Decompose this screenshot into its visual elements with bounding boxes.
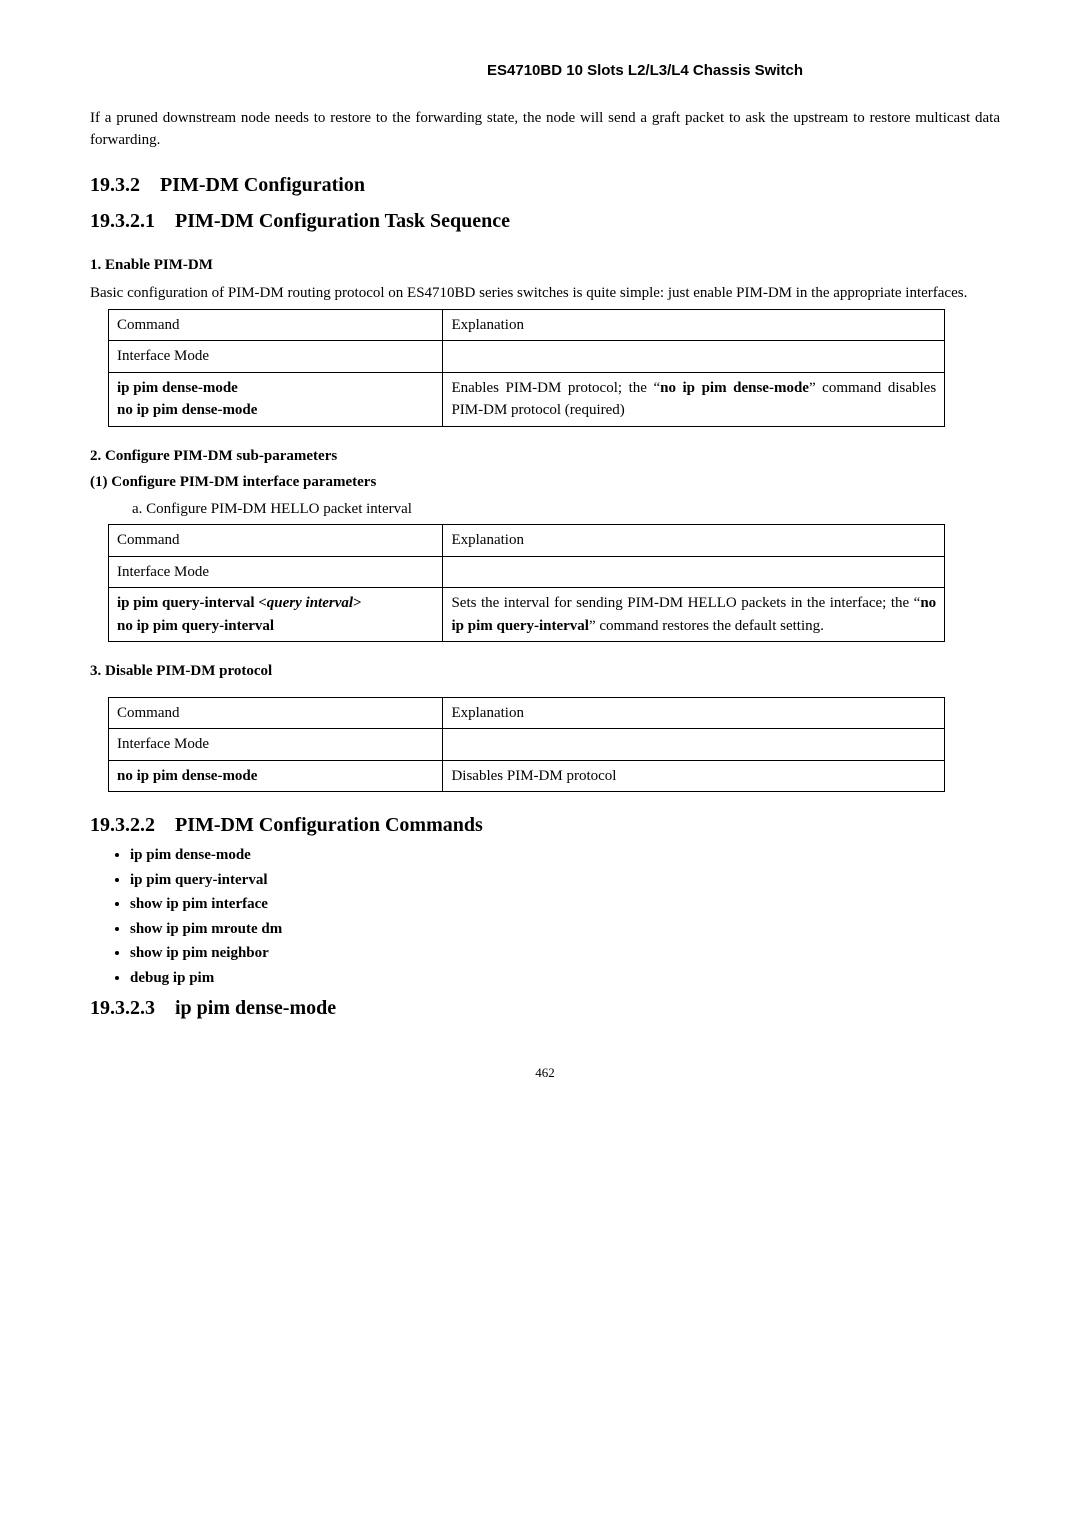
subparams-cmd2: no ip pim query-interval [117,615,434,638]
list-item: ip pim dense-mode [130,844,1000,867]
table-row: no ip pim dense-mode Disables PIM-DM pro… [109,760,945,792]
subparams-cmd1-pre: ip pim query-interval < [117,595,267,611]
subparams-exp-post: ” command restores the default setting. [589,618,824,634]
enable-cmd2: no ip pim dense-mode [117,399,434,422]
page-number: 462 [90,1063,1000,1083]
subparams-cmds: ip pim query-interval <query interval> n… [109,588,443,642]
table-row: Interface Mode [109,729,945,761]
disable-exp: Disables PIM-DM protocol [443,760,945,792]
page-header: ES4710BD 10 Slots L2/L3/L4 Chassis Switc… [90,60,1000,83]
subparams-heading: 2. Configure PIM-DM sub-parameters [90,445,1000,468]
section-19323-num: 19.3.2.3 [90,993,155,1023]
section-19322-title: PIM-DM Configuration Commands [175,814,483,836]
enable-text: Basic configuration of PIM-DM routing pr… [90,282,1000,305]
subparams-cmd1-post: > [353,595,362,611]
section-19321-num: 19.3.2.1 [90,206,155,236]
disable-cmd1: no ip pim dense-mode [109,760,443,792]
section-1932-title: PIM-DM Configuration [160,174,365,196]
section-19323-title: ip pim dense-mode [175,997,336,1019]
subparams-exp-pre: Sets the interval for sending PIM-DM HEL… [451,595,920,611]
intro-paragraph: If a pruned downstream node needs to res… [90,107,1000,152]
subparams-table: Command Explanation Interface Mode ip pi… [108,524,945,642]
enable-cmds: ip pim dense-mode no ip pim dense-mode [109,372,443,426]
section-19322-heading: 19.3.2.2 PIM-DM Configuration Commands [90,810,1000,840]
subparams-cmd1: ip pim query-interval <query interval> [117,592,434,615]
disable-mode-exp [443,729,945,761]
table-row: Interface Mode [109,341,945,373]
enable-col2: Explanation [443,309,945,341]
subparams-mode-exp [443,556,945,588]
enable-explanation: Enables PIM-DM protocol; the “no ip pim … [443,372,945,426]
enable-cmd1: ip pim dense-mode [117,377,434,400]
subparams-sub1a: a. Configure PIM-DM HELLO packet interva… [132,498,1000,521]
list-item: show ip pim mroute dm [130,918,1000,941]
section-1932-heading: 19.3.2 PIM-DM Configuration [90,170,1000,200]
enable-exp-b1: no ip pim dense-mode [660,380,809,396]
table-row: ip pim query-interval <query interval> n… [109,588,945,642]
table-row: Command Explanation [109,309,945,341]
subparams-cmd1-it: query interval [267,595,353,611]
subparams-explanation: Sets the interval for sending PIM-DM HEL… [443,588,945,642]
list-item: show ip pim neighbor [130,942,1000,965]
section-1932-num: 19.3.2 [90,170,140,200]
enable-mode: Interface Mode [109,341,443,373]
enable-exp-pre: Enables PIM-DM protocol; the “ [451,380,660,396]
list-item: debug ip pim [130,967,1000,990]
list-item: ip pim query-interval [130,869,1000,892]
subparams-sub1: (1) Configure PIM-DM interface parameter… [90,471,1000,494]
subparams-col2: Explanation [443,525,945,557]
table-row: Command Explanation [109,697,945,729]
disable-heading: 3. Disable PIM-DM protocol [90,660,1000,683]
disable-col2: Explanation [443,697,945,729]
table-row: ip pim dense-mode no ip pim dense-mode E… [109,372,945,426]
table-row: Command Explanation [109,525,945,557]
disable-table: Command Explanation Interface Mode no ip… [108,697,945,793]
section-19322-num: 19.3.2.2 [90,810,155,840]
enable-heading: 1. Enable PIM-DM [90,254,1000,277]
enable-table: Command Explanation Interface Mode ip pi… [108,309,945,427]
subparams-mode: Interface Mode [109,556,443,588]
disable-col1: Command [109,697,443,729]
section-19321-title: PIM-DM Configuration Task Sequence [175,210,510,232]
list-item: show ip pim interface [130,893,1000,916]
disable-mode: Interface Mode [109,729,443,761]
section-19321-heading: 19.3.2.1 PIM-DM Configuration Task Seque… [90,206,1000,236]
table-row: Interface Mode [109,556,945,588]
enable-col1: Command [109,309,443,341]
section-19323-heading: 19.3.2.3 ip pim dense-mode [90,993,1000,1023]
commands-bullet-list: ip pim dense-mode ip pim query-interval … [90,844,1000,989]
subparams-col1: Command [109,525,443,557]
enable-mode-exp [443,341,945,373]
